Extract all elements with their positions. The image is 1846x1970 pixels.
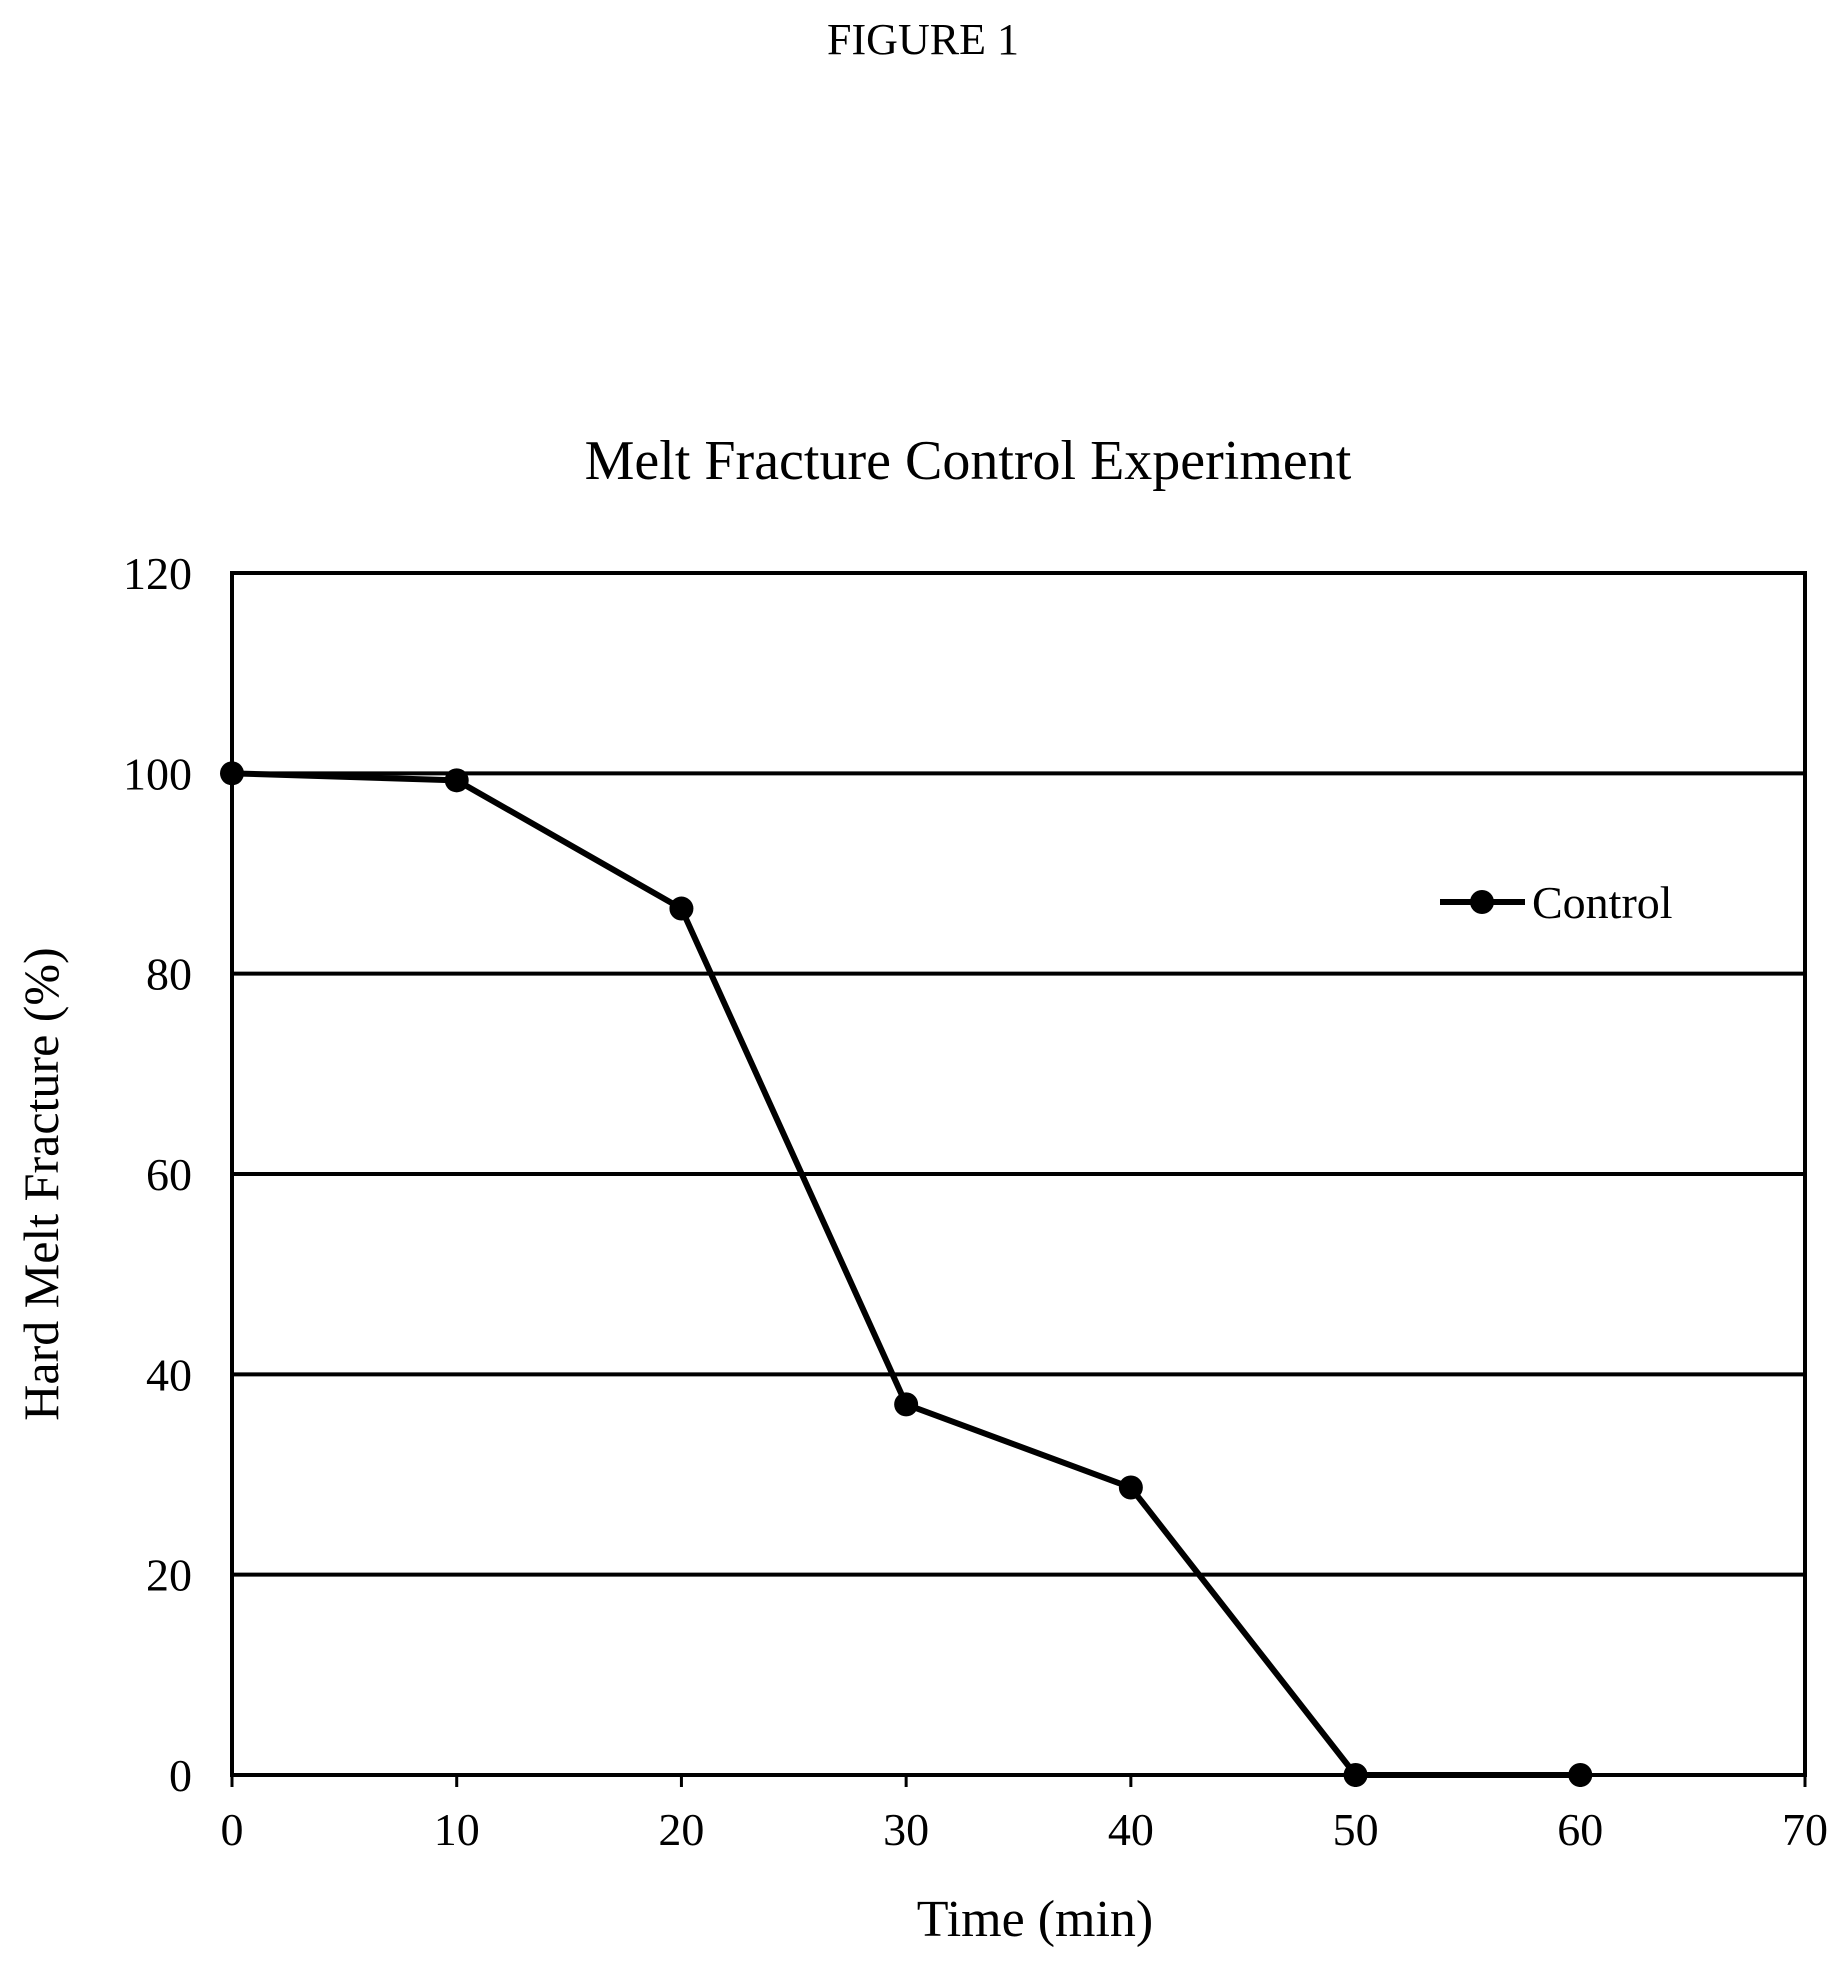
data-point xyxy=(444,768,469,793)
data-point xyxy=(1343,1763,1368,1787)
x-tick-label: 20 xyxy=(658,1804,704,1855)
y-tick-label: 20 xyxy=(146,1550,192,1601)
x-axis-ticks: 0 10 20 30 40 50 60 70 xyxy=(221,1775,1828,1855)
legend-label-control: Control xyxy=(1532,877,1673,928)
y-tick-label: 100 xyxy=(123,748,192,799)
x-tick-label: 70 xyxy=(1782,1804,1828,1855)
series-line-control xyxy=(231,770,1581,1778)
y-axis-label: Hard Melt Fracture (%) xyxy=(13,947,69,1420)
x-tick-label: 60 xyxy=(1557,1804,1603,1855)
chart-title: Melt Fracture Control Experiment xyxy=(585,430,1352,492)
y-tick-label: 40 xyxy=(146,1349,192,1400)
x-tick-label: 30 xyxy=(883,1804,929,1855)
legend-marker xyxy=(1470,890,1494,914)
data-point xyxy=(220,761,244,786)
figure-label: FIGURE 1 xyxy=(827,15,1019,64)
data-point xyxy=(669,896,694,921)
y-tick-label: 80 xyxy=(146,949,192,1000)
x-tick-label: 0 xyxy=(221,1804,244,1855)
y-tick-label: 120 xyxy=(123,548,192,599)
data-point xyxy=(1568,1763,1593,1787)
grid-lines xyxy=(232,771,1805,1577)
data-point xyxy=(1118,1475,1143,1500)
x-tick-label: 40 xyxy=(1108,1804,1154,1855)
x-axis-label: Time (min) xyxy=(917,1891,1153,1948)
legend: Control xyxy=(1440,877,1673,928)
plot-area xyxy=(230,571,1807,1777)
y-tick-label: 0 xyxy=(169,1750,192,1801)
series-layer xyxy=(220,761,1593,1787)
y-tick-label: 60 xyxy=(146,1149,192,1200)
x-tick-label: 10 xyxy=(434,1804,480,1855)
y-axis-ticks: 0 20 40 60 80 100 120 xyxy=(123,548,192,1801)
x-tick-label: 50 xyxy=(1333,1804,1379,1855)
data-point xyxy=(894,1392,919,1417)
